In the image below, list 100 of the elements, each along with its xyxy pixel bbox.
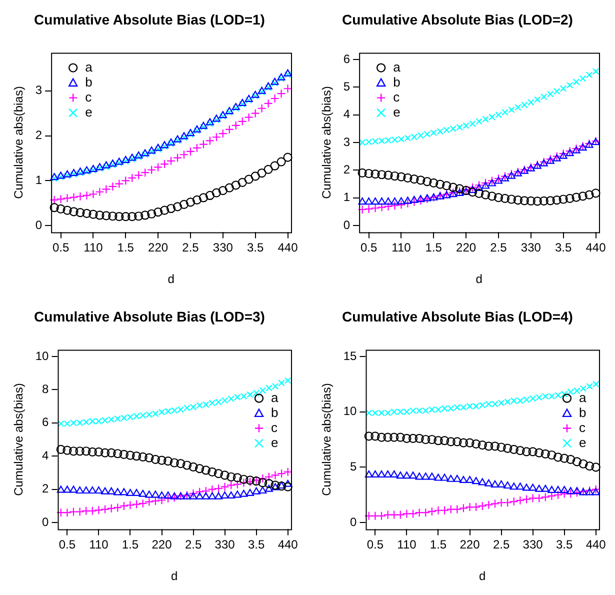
- point: [403, 173, 412, 182]
- point: [88, 506, 97, 516]
- point: [454, 404, 461, 411]
- point: [190, 404, 197, 410]
- point: [535, 484, 544, 492]
- point: [160, 160, 170, 169]
- x-tick-label: 220: [460, 538, 480, 552]
- point: [227, 491, 236, 499]
- point: [503, 444, 512, 453]
- point: [364, 432, 374, 441]
- point: [88, 486, 96, 494]
- point: [198, 193, 208, 202]
- point: [404, 134, 412, 142]
- point: [138, 498, 148, 508]
- point: [410, 134, 418, 140]
- point: [278, 380, 285, 386]
- point: [440, 474, 449, 481]
- point: [94, 447, 104, 457]
- point: [422, 472, 430, 480]
- point: [283, 152, 292, 162]
- point: [126, 450, 135, 460]
- point: [506, 194, 516, 204]
- point: [567, 388, 574, 396]
- point: [415, 472, 424, 480]
- legend-label: c: [85, 89, 92, 104]
- x-tick-label: 440: [586, 538, 606, 552]
- point: [540, 492, 550, 502]
- legend-label: a: [579, 390, 587, 405]
- point: [220, 491, 229, 499]
- point: [142, 151, 148, 158]
- point: [88, 210, 98, 219]
- y-axis-title: Cumulative abs(bias): [12, 383, 26, 496]
- point: [429, 178, 438, 188]
- point: [452, 504, 462, 514]
- point: [196, 402, 203, 409]
- point: [377, 170, 386, 180]
- point: [220, 482, 230, 492]
- point: [69, 192, 78, 202]
- point: [417, 132, 424, 139]
- point: [516, 397, 524, 404]
- x-tick-label: 220: [152, 538, 172, 552]
- chart-title: Cumulative Absolute Bias (LOD=2): [342, 11, 573, 28]
- x-axis-title: d: [171, 569, 178, 584]
- point: [478, 402, 486, 409]
- point: [409, 471, 418, 479]
- point: [238, 178, 247, 188]
- point: [276, 157, 286, 166]
- point: [434, 474, 442, 481]
- point: [271, 80, 278, 87]
- point: [188, 488, 198, 498]
- point: [62, 206, 72, 215]
- point: [231, 120, 240, 130]
- point: [377, 470, 386, 478]
- point: [478, 440, 487, 450]
- point: [186, 198, 196, 207]
- point: [591, 462, 600, 472]
- point: [422, 407, 430, 414]
- point: [214, 469, 224, 478]
- point: [116, 160, 123, 167]
- point: [50, 195, 59, 205]
- point: [560, 85, 567, 92]
- y-tick-label: 5: [343, 79, 350, 94]
- legend-label: a: [85, 59, 94, 74]
- point: [83, 168, 90, 176]
- point: [226, 472, 236, 482]
- point: [257, 168, 266, 178]
- point: [58, 420, 64, 428]
- point: [114, 212, 124, 222]
- y-tick-label: 1: [343, 190, 350, 204]
- point: [578, 459, 588, 468]
- point: [509, 444, 518, 454]
- point: [172, 153, 182, 162]
- point: [492, 400, 498, 408]
- point: [164, 408, 172, 415]
- point: [189, 492, 198, 500]
- point: [376, 432, 386, 442]
- point: [148, 146, 156, 154]
- point: [140, 210, 150, 220]
- point: [146, 411, 153, 418]
- legend-label: b: [579, 404, 586, 420]
- x-tick-label: 220: [456, 240, 476, 255]
- point: [509, 496, 518, 506]
- point: [460, 404, 467, 411]
- point: [224, 183, 234, 192]
- point: [238, 116, 247, 126]
- point: [523, 396, 530, 404]
- point: [252, 390, 260, 396]
- x-axis-title: d: [479, 569, 486, 584]
- point: [270, 94, 280, 104]
- x-tick-label: 3.5: [248, 538, 265, 552]
- point: [456, 124, 463, 131]
- point: [94, 506, 104, 515]
- point: [102, 417, 108, 424]
- point: [480, 178, 490, 188]
- legend-label: e: [271, 434, 278, 450]
- point: [50, 172, 58, 180]
- point: [566, 82, 574, 89]
- point: [390, 470, 398, 478]
- point: [205, 190, 214, 200]
- point: [390, 432, 399, 442]
